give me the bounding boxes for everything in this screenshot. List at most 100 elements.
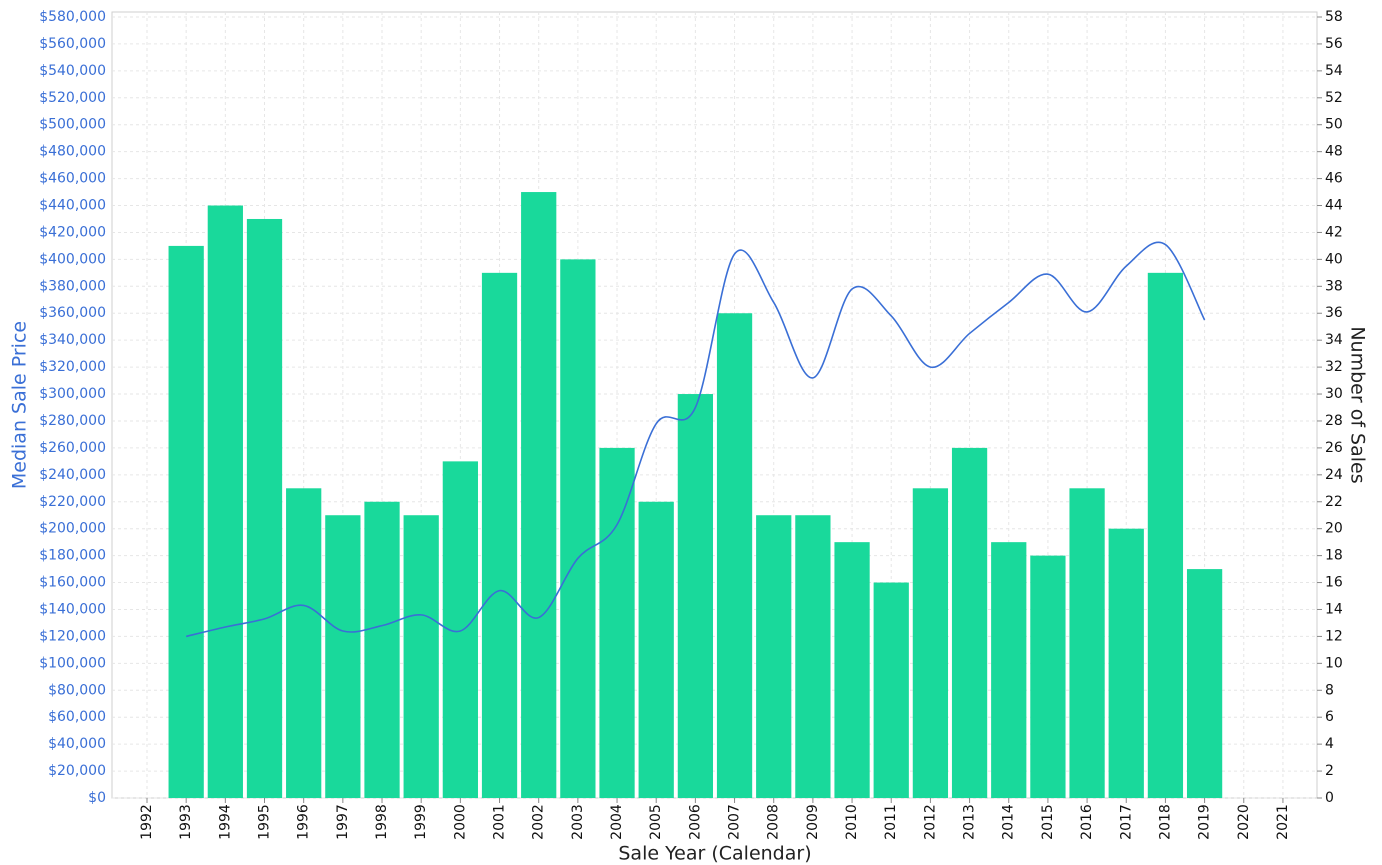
y2-tick-label: 22 — [1325, 494, 1343, 510]
y2-tick-label: 38 — [1325, 278, 1343, 294]
y2-tick-label: 24 — [1325, 467, 1343, 483]
y2-tick-label: 36 — [1325, 305, 1343, 321]
bar — [1186, 569, 1223, 798]
x-tick-label: 2001 — [492, 804, 508, 840]
bar — [560, 259, 596, 799]
x-tick-label: 2010 — [844, 804, 860, 840]
x-tick-label: 2009 — [805, 804, 821, 840]
y2-tick-label: 20 — [1325, 521, 1343, 537]
x-tick-label: 2003 — [570, 804, 586, 840]
y-tick-label: $500,000 — [39, 117, 106, 133]
bar — [912, 488, 949, 798]
y-tick-label: $60,000 — [48, 709, 106, 725]
bar — [168, 245, 204, 798]
x-tick-label: 2018 — [1157, 804, 1173, 840]
y2-tick-label: 26 — [1325, 440, 1343, 456]
y2-tick-label: 0 — [1325, 790, 1334, 806]
y2-tick-label: 30 — [1325, 386, 1343, 402]
y2-tick-label: 8 — [1325, 682, 1334, 698]
bar — [1069, 488, 1105, 798]
x-tick-label: 1992 — [139, 804, 155, 840]
x-tick-label: 2008 — [766, 804, 782, 840]
y2-axis-title: Number of Sales — [1347, 326, 1369, 483]
y2-tick-label: 44 — [1325, 198, 1343, 214]
x-tick-label: 1994 — [217, 804, 233, 840]
y2-tick-label: 16 — [1325, 575, 1343, 591]
line — [185, 241, 1206, 638]
y-tick-label: $460,000 — [39, 171, 106, 187]
y2-tick-label: 28 — [1325, 413, 1343, 429]
y2-tick-label: 18 — [1325, 548, 1343, 564]
bar — [207, 205, 243, 799]
y2-tick-label: 56 — [1325, 36, 1343, 52]
y-tick-label: $380,000 — [39, 278, 106, 294]
x-tick-label: 2021 — [1275, 804, 1291, 840]
bar — [795, 515, 831, 798]
x-tick-label: 2002 — [531, 804, 547, 840]
bar — [1030, 555, 1066, 798]
y2-tick-label: 40 — [1325, 251, 1343, 267]
y2-tick-label: 42 — [1325, 224, 1343, 240]
y-tick-label: $300,000 — [39, 386, 106, 402]
y-tick-label: $540,000 — [39, 63, 106, 79]
bar — [364, 501, 400, 798]
x-tick-label: 1993 — [178, 804, 194, 840]
x-tick-label: 2013 — [962, 804, 978, 840]
x-tick-label: 2006 — [687, 804, 703, 840]
bar — [599, 447, 635, 798]
bar — [991, 542, 1027, 798]
x-tick-label: 2016 — [1079, 804, 1095, 840]
y2-tick-label: 54 — [1325, 63, 1343, 79]
bar — [716, 313, 753, 798]
x-tick-label: 2017 — [1118, 804, 1134, 840]
y-axis-title: Median Sale Price — [9, 321, 31, 489]
y2-tick-label: 14 — [1325, 601, 1343, 617]
y-tick-label: $480,000 — [39, 144, 106, 160]
y-tick-label: $340,000 — [39, 332, 106, 348]
bar — [403, 515, 439, 798]
y-tick-label: $180,000 — [39, 548, 106, 564]
bar — [638, 501, 674, 798]
bar — [756, 515, 792, 798]
x-tick-label: 1999 — [413, 804, 429, 840]
x-tick-label: 1995 — [257, 804, 273, 840]
y-tick-label: $320,000 — [39, 359, 106, 375]
x-tick-label: 1998 — [374, 804, 390, 840]
x-tick-label: 2012 — [922, 804, 938, 840]
x-tick-label: 2014 — [1001, 804, 1017, 840]
y2-tick-label: 46 — [1325, 171, 1343, 187]
x-tick-label: 2000 — [452, 804, 468, 840]
bar — [286, 488, 322, 798]
x-tick-label: 1996 — [296, 804, 312, 840]
y2-tick-label: 58 — [1325, 9, 1343, 25]
x-tick-label: 2004 — [609, 804, 625, 840]
y2-tick-label: 52 — [1325, 90, 1343, 106]
bar — [1147, 272, 1184, 798]
y-tick-label: $20,000 — [48, 763, 106, 779]
y-tick-label: $120,000 — [39, 628, 106, 644]
bar — [481, 272, 518, 798]
bar — [325, 515, 361, 798]
y2-tick-label: 4 — [1325, 736, 1334, 752]
y-tick-label: $100,000 — [39, 655, 106, 671]
y-tick-label: $200,000 — [39, 521, 106, 537]
y2-tick-label: 48 — [1325, 144, 1343, 160]
y2-tick-label: 32 — [1325, 359, 1343, 375]
bar — [1108, 528, 1144, 798]
y-tick-label: $360,000 — [39, 305, 106, 321]
y-tick-label: $240,000 — [39, 467, 106, 483]
bar — [521, 192, 557, 798]
x-tick-label: 2005 — [648, 804, 664, 840]
x-tick-label: 1997 — [335, 804, 351, 840]
y2-tick-label: 6 — [1325, 709, 1334, 725]
y-tick-label: $400,000 — [39, 251, 106, 267]
x-axis-title: Sale Year (Calendar) — [618, 843, 811, 865]
y-tick-label: $40,000 — [48, 736, 106, 752]
y2-tick-label: 2 — [1325, 763, 1334, 779]
y-tick-label: $440,000 — [39, 198, 106, 214]
y-tick-label: $420,000 — [39, 224, 106, 240]
y-tick-label: $220,000 — [39, 494, 106, 510]
y-tick-label: $260,000 — [39, 440, 106, 456]
x-tick-label: 2019 — [1197, 804, 1213, 840]
x-tick-label: 2020 — [1236, 804, 1252, 840]
